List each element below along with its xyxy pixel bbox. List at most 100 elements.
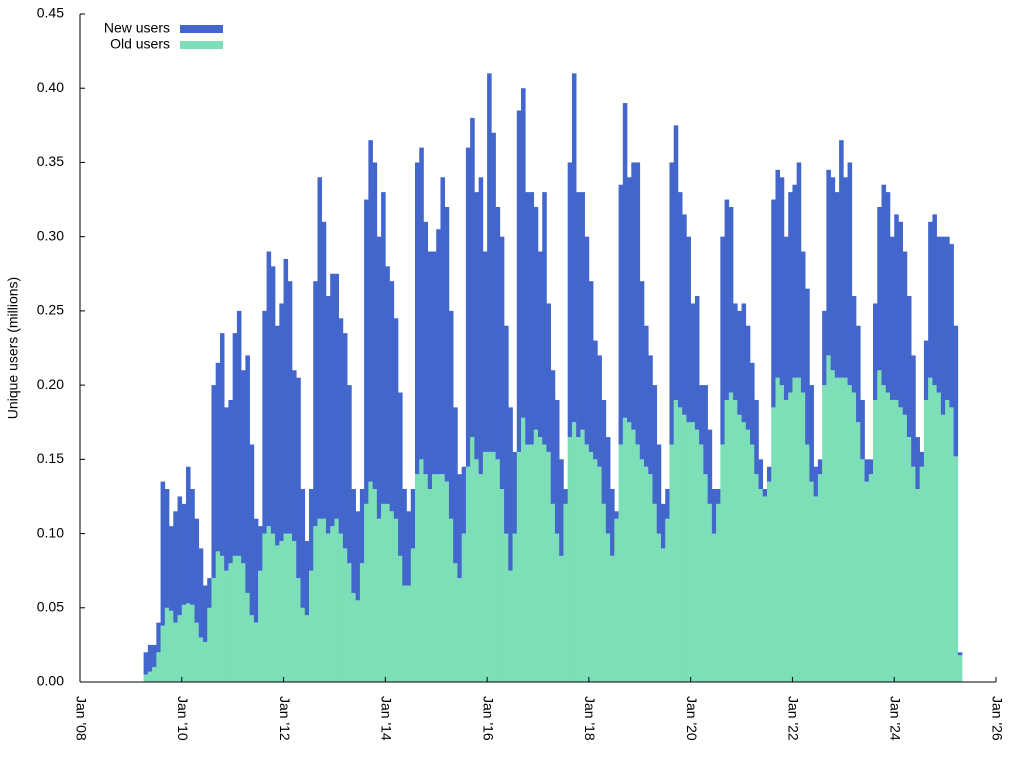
bar-segment xyxy=(351,489,356,593)
bar-segment xyxy=(538,251,543,438)
bar-segment xyxy=(275,545,280,682)
bar-segment xyxy=(677,407,683,682)
bar-segment xyxy=(851,296,857,393)
bar-segment xyxy=(750,444,755,682)
x-tick-label: Jan '20 xyxy=(684,696,700,741)
bar-segment xyxy=(364,503,369,682)
bar-segment xyxy=(249,615,255,682)
bar-segment xyxy=(538,437,543,682)
bar-segment xyxy=(665,518,670,682)
x-tick-label: Jan '22 xyxy=(786,696,802,741)
bar-segment xyxy=(733,399,738,682)
bar-segment xyxy=(495,459,501,682)
bar-segment xyxy=(758,489,764,682)
bar-segment xyxy=(224,570,229,682)
bar-segment xyxy=(232,555,238,682)
bar-segment xyxy=(304,615,310,682)
bar-segment xyxy=(584,444,590,682)
bar-segment xyxy=(767,481,772,682)
bar-segment xyxy=(554,533,560,682)
bar-segment xyxy=(202,585,208,642)
bar-segment xyxy=(826,355,831,682)
bar-segment xyxy=(249,444,255,616)
bar-segment xyxy=(491,451,496,682)
bar-segment xyxy=(283,533,289,682)
bar-segment xyxy=(313,526,318,682)
bar-segment xyxy=(792,377,797,682)
bar-segment xyxy=(317,518,323,682)
bar-segment xyxy=(877,206,882,371)
bar-segment xyxy=(207,607,212,682)
bar-segment xyxy=(152,667,157,682)
bar-segment xyxy=(631,429,636,682)
bar-segment xyxy=(508,570,513,682)
bar-segment xyxy=(919,466,925,682)
bar-segment xyxy=(800,251,806,393)
bar-segment xyxy=(376,518,382,682)
bar-segment xyxy=(639,459,645,682)
bar-segment xyxy=(741,303,747,423)
bar-segment xyxy=(856,422,861,682)
bar-segment xyxy=(211,578,217,682)
bar-segment xyxy=(775,169,781,378)
bar-segment xyxy=(881,385,887,682)
bar-segment xyxy=(419,147,424,460)
bar-segment xyxy=(928,377,933,682)
bar-segment xyxy=(724,199,730,400)
bar-segment xyxy=(198,548,204,638)
bar-segment xyxy=(783,399,789,682)
bar-segment xyxy=(478,177,484,475)
bar-segment xyxy=(597,355,602,467)
bar-segment xyxy=(957,652,963,656)
bar-segment xyxy=(898,221,904,408)
bar-segment xyxy=(287,533,293,682)
bar-segment xyxy=(945,236,950,400)
bar-segment xyxy=(300,489,306,608)
bar-segment xyxy=(355,511,361,601)
bar-segment xyxy=(444,206,450,482)
bar-segment xyxy=(902,414,908,682)
bar-segment xyxy=(622,103,628,418)
bar-segment xyxy=(851,392,857,682)
bar-segment xyxy=(516,451,522,682)
bar-segment xyxy=(644,325,649,467)
bar-segment xyxy=(342,333,348,549)
bar-segment xyxy=(758,459,764,490)
bar-segment xyxy=(381,192,386,504)
bar-segment xyxy=(542,192,547,445)
bar-segment xyxy=(465,466,471,682)
bar-segment xyxy=(856,325,861,423)
bar-segment xyxy=(406,585,412,682)
bar-segment xyxy=(245,592,250,682)
x-tick-label: Jan '10 xyxy=(175,696,191,741)
bar-segment xyxy=(648,355,653,475)
bar-segment xyxy=(508,407,513,571)
bar-segment xyxy=(448,310,454,519)
bar-segment xyxy=(436,229,441,475)
bar-segment xyxy=(631,162,636,430)
bar-segment xyxy=(716,489,721,504)
bar-segment xyxy=(932,385,937,682)
bar-segment xyxy=(911,466,916,682)
bar-segment xyxy=(682,414,687,682)
bar-segment xyxy=(885,192,891,393)
bar-segment xyxy=(457,474,462,579)
bar-segment xyxy=(822,385,827,682)
bar-segment xyxy=(372,162,378,490)
bar-segment xyxy=(868,474,874,682)
bar-segment xyxy=(847,385,853,682)
y-tick-label: 0.30 xyxy=(37,227,64,243)
bar-segment xyxy=(423,474,429,682)
bar-segment xyxy=(241,563,246,682)
y-tick-label: 0.45 xyxy=(37,5,64,21)
bar-segment xyxy=(156,652,161,682)
bar-segment xyxy=(724,399,730,682)
bar-segment xyxy=(317,177,323,519)
bar-segment xyxy=(949,407,954,682)
bar-segment xyxy=(321,518,327,682)
bar-segment xyxy=(169,526,174,611)
y-axis-label: Unique users (millions) xyxy=(5,277,21,419)
bar-segment xyxy=(542,444,547,682)
bar-segment xyxy=(410,489,416,549)
bar-segment xyxy=(601,399,607,504)
